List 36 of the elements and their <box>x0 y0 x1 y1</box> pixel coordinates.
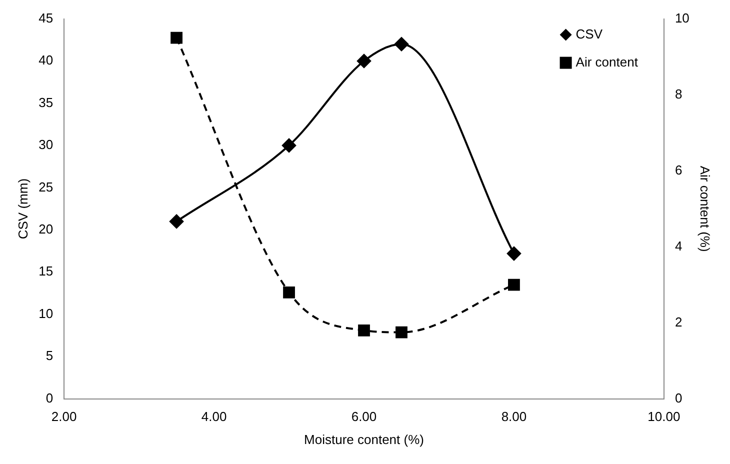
y2-tick-label: 8 <box>674 86 682 102</box>
y-tick-label: 15 <box>38 264 54 279</box>
y-tick-label: 0 <box>46 390 54 406</box>
x-tick-label: 6.00 <box>351 409 377 424</box>
y2-tick-label: 0 <box>674 390 682 406</box>
y2-tick-label: 2 <box>674 314 682 330</box>
x-tick-label: 10.00 <box>648 409 680 424</box>
x-axis-title: Moisture content (%) <box>304 432 424 447</box>
y-tick-label: 10 <box>38 306 54 321</box>
legend-label: Air content <box>576 54 638 70</box>
x-tick-label: 2.00 <box>51 409 77 424</box>
point <box>394 37 408 52</box>
x-tick-label: 4.00 <box>201 409 227 424</box>
point <box>508 278 520 291</box>
y-tick-label: 35 <box>38 94 54 110</box>
point <box>170 32 182 44</box>
point <box>170 214 184 228</box>
legend-label: CSV <box>576 26 603 42</box>
y-tick-label: 45 <box>38 10 54 26</box>
x-tick-label: 8.00 <box>501 409 527 424</box>
y-tick-label: 25 <box>38 179 54 194</box>
point <box>358 324 370 336</box>
y2-tick-label: 4 <box>674 238 682 254</box>
point <box>396 326 408 338</box>
y-tick-label: 40 <box>38 52 54 68</box>
y2-tick-label: 10 <box>674 10 690 26</box>
y2-tick-label: 6 <box>674 162 682 178</box>
y-tick-label: 20 <box>38 221 54 236</box>
y-axis-title: CSV (mm) <box>15 178 30 240</box>
y-tick-label: 30 <box>38 137 54 152</box>
point <box>506 246 521 261</box>
point <box>282 138 296 152</box>
point <box>357 54 371 68</box>
y-tick-label: 5 <box>46 348 54 364</box>
point <box>283 286 295 298</box>
y2-axis-title: Air content (%) <box>698 166 713 252</box>
